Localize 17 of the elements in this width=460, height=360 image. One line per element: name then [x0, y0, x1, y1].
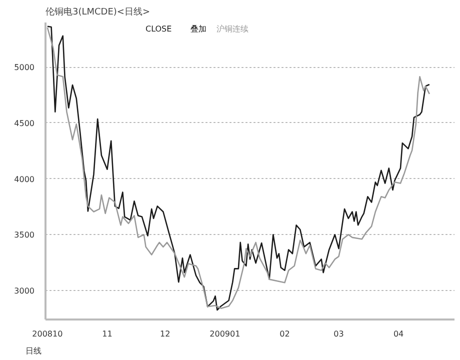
x-tick-label: 12: [160, 330, 170, 338]
y-tick-label: 3000: [14, 286, 34, 296]
annotation: 叠加: [190, 24, 206, 34]
x-tick-label: 04: [393, 330, 404, 338]
x-tick-label: 11: [102, 330, 112, 338]
x-tick-label: 200810: [32, 330, 63, 338]
x-tick-label: 200901: [210, 330, 240, 338]
text: CLOSE: [146, 24, 172, 34]
chart-title: 伦铜电3(LMCDE)<日线>: [46, 6, 150, 18]
x-tick-label: 03: [334, 330, 344, 338]
x-tick-label: 02: [280, 330, 290, 338]
y-tick-label: 5000: [14, 63, 34, 72]
text: 日线: [26, 346, 42, 356]
y-tick-label: 4500: [14, 118, 34, 128]
y-tick-label: 4000: [14, 174, 34, 184]
y-tick-label: 3500: [14, 230, 34, 240]
text: 沪铜连续: [216, 24, 248, 34]
